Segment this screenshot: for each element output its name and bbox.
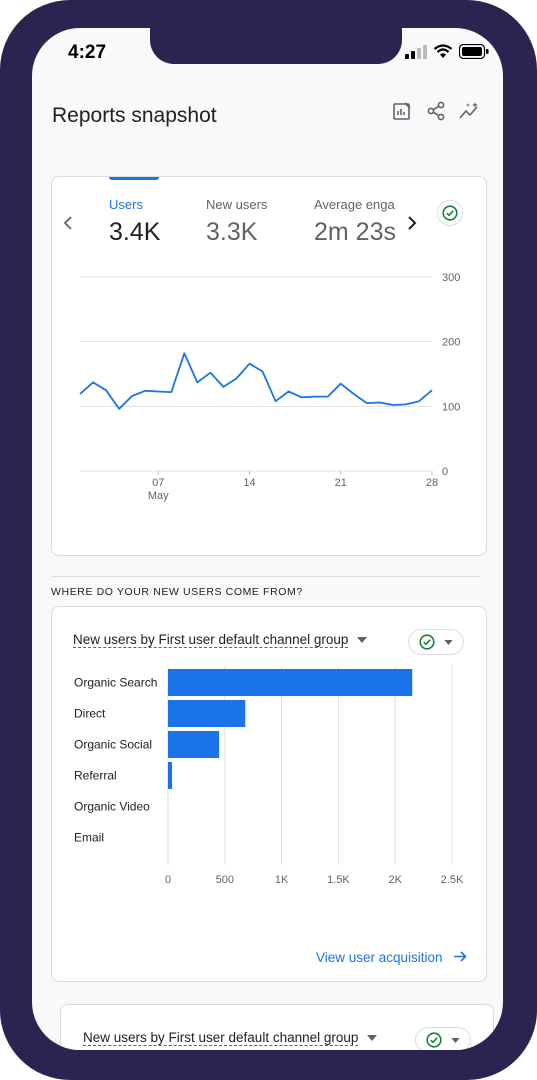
customize-report-button[interactable] bbox=[391, 100, 413, 122]
mute-switch bbox=[0, 134, 3, 174]
bar bbox=[168, 669, 413, 696]
chevron-right-icon bbox=[408, 216, 417, 230]
metric-label: New users bbox=[206, 197, 268, 212]
category-label: Direct bbox=[74, 707, 106, 721]
chart-title-text: New users by First user default channel … bbox=[83, 1030, 359, 1046]
share-icon bbox=[427, 101, 445, 121]
x-tick-label: 2K bbox=[388, 874, 402, 886]
x-tick-label: 500 bbox=[216, 874, 234, 886]
insights-button[interactable] bbox=[459, 100, 481, 122]
x-tick-label: 0 bbox=[165, 874, 171, 886]
metric-tab-users[interactable]: Users 3.4K bbox=[109, 197, 160, 247]
comparison-pill[interactable] bbox=[415, 1027, 471, 1050]
y-tick-label: 300 bbox=[442, 272, 460, 284]
metric-value: 3.3K bbox=[206, 218, 258, 246]
caret-down-icon bbox=[357, 637, 368, 644]
x-tick-label: 28 bbox=[426, 477, 438, 489]
y-tick-label: 100 bbox=[442, 401, 460, 413]
x-tick-month-label: May bbox=[148, 490, 169, 502]
series-line-users bbox=[79, 352, 433, 410]
power-button bbox=[534, 226, 537, 336]
category-label: Email bbox=[74, 831, 104, 845]
y-tick-label: 0 bbox=[442, 466, 448, 478]
battery-icon bbox=[459, 44, 489, 59]
signal-icon bbox=[405, 44, 427, 59]
category-label: Referral bbox=[74, 769, 117, 783]
x-tick-label: 1.5K bbox=[327, 874, 350, 886]
next-metric-button[interactable] bbox=[406, 215, 418, 236]
insights-sparkle-icon bbox=[459, 102, 478, 119]
y-tick-label: 200 bbox=[442, 337, 460, 349]
channel-bar-chart: 0 500 1K 1.5K 2K 2.5K Organic Search Direct Orga… bbox=[74, 665, 464, 886]
share-button[interactable] bbox=[425, 100, 447, 122]
arrow-right-icon bbox=[454, 951, 467, 962]
volume-down-button bbox=[0, 290, 3, 354]
caret-down-icon bbox=[367, 1035, 378, 1042]
bar bbox=[168, 762, 172, 789]
header-actions bbox=[391, 100, 481, 122]
x-tick-label: 1K bbox=[275, 874, 289, 886]
check-circle-icon bbox=[419, 634, 435, 650]
phone-screen: 4:27 Reports snapshot bbox=[32, 28, 503, 1050]
data-quality-button[interactable] bbox=[437, 200, 463, 226]
link-label: View user acquisition bbox=[316, 950, 443, 965]
metrics-card: Users 3.4K New users 3.3K Average enga 2… bbox=[51, 176, 487, 556]
app-header: Reports snapshot bbox=[32, 90, 503, 146]
category-label: Organic Search bbox=[74, 676, 157, 690]
check-circle-icon bbox=[426, 1032, 442, 1048]
metric-label: Users bbox=[109, 197, 143, 212]
x-tick-label: 21 bbox=[335, 477, 347, 489]
new-users-channel-card: New users by First user default channel … bbox=[51, 606, 487, 982]
caret-down-icon bbox=[444, 639, 453, 645]
category-label: Organic Social bbox=[74, 738, 152, 752]
metric-tab-average-engagement[interactable]: Average enga 2m 23s bbox=[314, 197, 398, 247]
metric-tab-new-users[interactable]: New users 3.3K bbox=[206, 197, 267, 247]
chart-title-text: New users by First user default channel … bbox=[73, 632, 349, 648]
x-tick-label: 2.5K bbox=[441, 874, 464, 886]
wifi-icon bbox=[433, 44, 453, 58]
chart-title-dropdown[interactable]: New users by First user default channel … bbox=[83, 1030, 378, 1046]
comparison-pill[interactable] bbox=[408, 629, 464, 655]
section-divider bbox=[51, 576, 481, 577]
metric-value: 3.4K bbox=[109, 218, 161, 246]
chevron-left-icon bbox=[63, 216, 72, 230]
chart-title-dropdown[interactable]: New users by First user default channel … bbox=[73, 632, 368, 648]
bar bbox=[168, 731, 220, 758]
x-tick-label: 14 bbox=[243, 477, 255, 489]
caret-down-icon bbox=[451, 1037, 460, 1043]
x-tick-label: 07 bbox=[152, 477, 164, 489]
prev-metric-button[interactable] bbox=[62, 215, 74, 236]
volume-up-button bbox=[0, 206, 3, 270]
check-circle-icon bbox=[442, 205, 458, 221]
edit-report-icon bbox=[393, 102, 411, 120]
metric-label: Average enga bbox=[314, 197, 395, 212]
bar bbox=[168, 700, 246, 727]
next-report-card: New users by First user default channel … bbox=[60, 1004, 494, 1050]
camera-notch bbox=[150, 28, 402, 64]
category-label: Organic Video bbox=[74, 800, 150, 814]
status-time: 4:27 bbox=[68, 42, 107, 63]
metric-value: 2m 23s bbox=[314, 218, 396, 246]
status-icons bbox=[405, 44, 489, 59]
view-user-acquisition-link[interactable]: View user acquisition bbox=[316, 950, 467, 965]
page-title: Reports snapshot bbox=[52, 104, 217, 127]
active-tab-indicator bbox=[109, 177, 159, 180]
section-heading: WHERE DO YOUR NEW USERS COME FROM? bbox=[51, 586, 303, 598]
